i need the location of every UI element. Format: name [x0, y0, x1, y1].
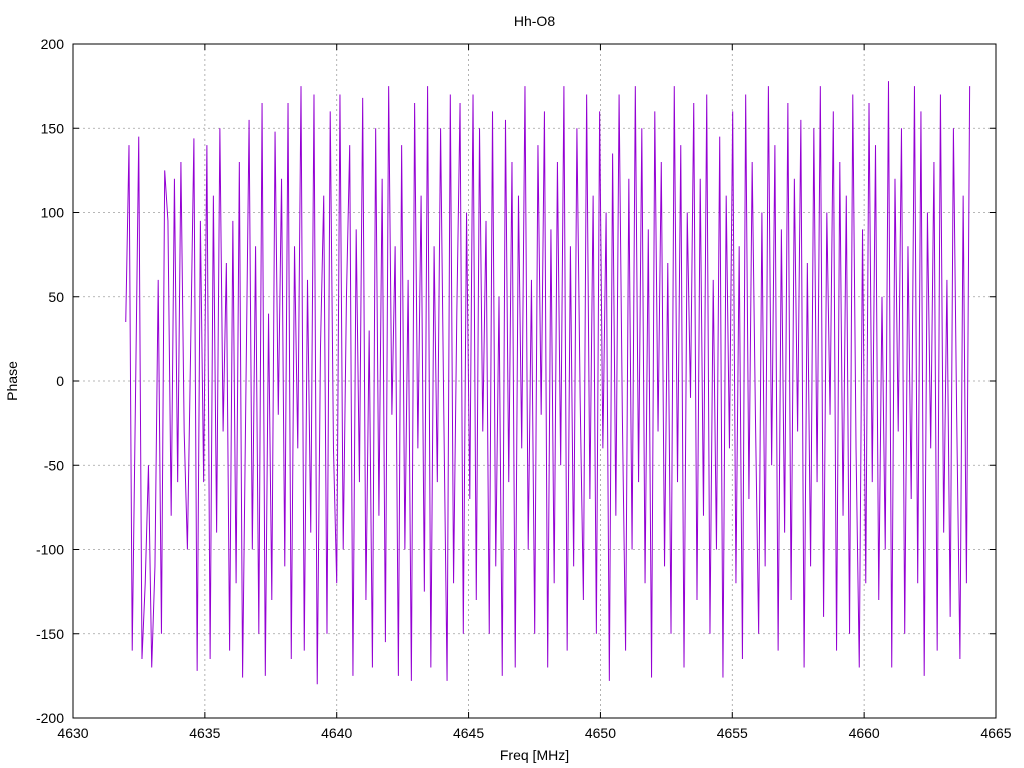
y-tick-label: 100 — [41, 205, 65, 221]
x-tick-label: 4665 — [980, 725, 1011, 741]
axis-ticks: 4630 4635 4640 4645 4650 4655 4660 4665 -200 -150… — [36, 36, 1012, 741]
series-line — [125, 81, 971, 685]
x-tick-label: 4650 — [585, 725, 616, 741]
x-axis-label: Freq [MHz] — [500, 747, 569, 763]
y-tick-label: -50 — [44, 457, 64, 473]
x-tick-label: 4645 — [453, 725, 484, 741]
y-tick-label: -200 — [36, 710, 64, 726]
x-tick-label: 4660 — [849, 725, 880, 741]
x-tick-label: 4655 — [717, 725, 748, 741]
x-tick-label: 4635 — [189, 725, 220, 741]
chart-title: Hh-O8 — [514, 13, 555, 29]
y-tick-label: 50 — [48, 289, 64, 305]
y-tick-label: 150 — [41, 120, 65, 136]
y-tick-label: -150 — [36, 626, 64, 642]
x-tick-label: 4630 — [57, 725, 88, 741]
y-tick-label: 200 — [41, 36, 65, 52]
y-axis-label: Phase — [4, 361, 20, 401]
y-tick-label: -100 — [36, 542, 64, 558]
x-tick-label: 4640 — [321, 725, 352, 741]
y-tick-label: 0 — [56, 373, 64, 389]
